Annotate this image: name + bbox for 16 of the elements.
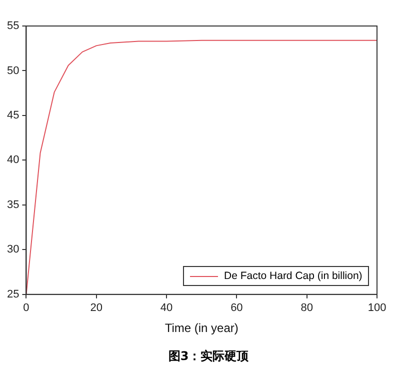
x-tick-label: 80 xyxy=(300,302,313,314)
y-tick-label: 40 xyxy=(6,154,20,166)
x-tick-label: 0 xyxy=(23,302,30,314)
y-tick-label: 30 xyxy=(6,244,20,256)
y-tick-label: 50 xyxy=(6,64,20,77)
y-tick-label: 25 xyxy=(6,288,20,300)
text: 图3：实际硬顶 xyxy=(167,348,250,365)
x-tick-label: 20 xyxy=(90,302,103,314)
x-axis-title: Time (in year) xyxy=(164,321,238,336)
y-tick-label: 35 xyxy=(6,198,20,211)
x-tick-label: 60 xyxy=(230,302,243,314)
x-tick-label: 100 xyxy=(368,302,386,314)
y-tick-label: 55 xyxy=(6,20,20,32)
x-tick-label: 40 xyxy=(160,302,173,314)
y-tick-label: 45 xyxy=(6,110,20,122)
legend-label: De Facto Hard Cap (in billion) xyxy=(224,270,362,282)
